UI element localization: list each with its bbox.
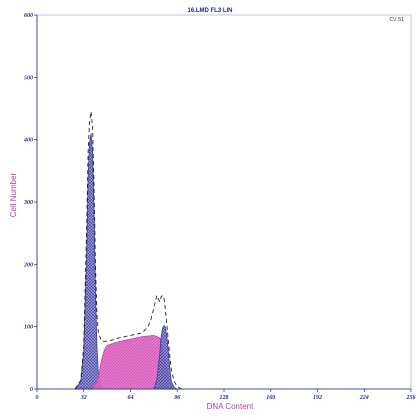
g1-peak-area xyxy=(74,133,108,390)
ticks-layer: 0 100 200 300 400 500 600 0 32 64 96 128 160 192 224 25… xyxy=(23,13,416,401)
x-tick-label: 256 xyxy=(406,395,416,401)
y-tick-label: 100 xyxy=(24,325,33,331)
y-tick-label: 300 xyxy=(23,200,33,206)
x-tick-label: 160 xyxy=(266,395,275,401)
series-layer xyxy=(74,111,184,390)
x-tick-label: 32 xyxy=(80,395,87,401)
y-tick-label: 600 xyxy=(24,13,33,19)
total-fit-line xyxy=(74,111,184,390)
x-axis-label: DNA Content xyxy=(207,402,254,411)
g2-peak-area xyxy=(153,324,178,390)
y-tick-label: 0 xyxy=(30,387,33,393)
x-tick-label: 192 xyxy=(313,395,322,401)
x-tick-label: 96 xyxy=(174,395,180,401)
plot-area: 0 100 200 300 400 500 600 0 32 64 96 128 160 192 224 25… xyxy=(23,13,416,401)
x-tick-label: 128 xyxy=(220,395,229,401)
chart-title: 16.LMD FL3 LIN xyxy=(187,8,232,14)
y-tick-label: 500 xyxy=(24,75,33,81)
x-tick-label: 0 xyxy=(36,395,39,401)
y-tick-label: 200 xyxy=(23,262,33,268)
x-tick-label: 64 xyxy=(128,395,134,401)
corner-label: CV S1 xyxy=(390,17,405,23)
y-tick-label: 400 xyxy=(23,138,33,144)
y-axis-label: Cell Number xyxy=(9,172,18,217)
x-tick-label: 224 xyxy=(359,395,369,401)
